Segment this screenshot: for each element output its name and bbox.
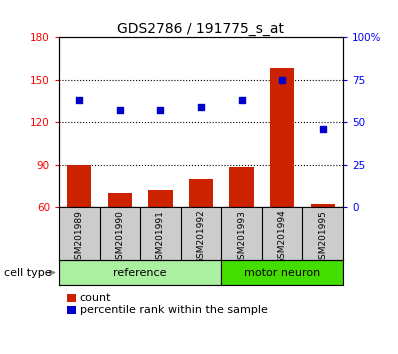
Text: GSM201990: GSM201990 xyxy=(115,210,124,265)
Text: GSM201992: GSM201992 xyxy=(197,210,205,264)
Point xyxy=(76,97,82,103)
Point xyxy=(117,107,123,113)
Bar xyxy=(310,204,335,207)
Point xyxy=(238,97,245,103)
Bar xyxy=(59,260,221,285)
Bar xyxy=(148,190,173,207)
Text: percentile rank within the sample: percentile rank within the sample xyxy=(80,305,267,315)
Bar xyxy=(270,68,295,207)
Text: GSM201993: GSM201993 xyxy=(237,210,246,265)
Point xyxy=(198,104,204,110)
Text: reference: reference xyxy=(113,268,167,278)
Point xyxy=(320,126,326,132)
Text: count: count xyxy=(80,293,111,303)
Text: GSM201994: GSM201994 xyxy=(278,210,287,264)
Bar xyxy=(189,179,213,207)
Bar xyxy=(221,260,343,285)
Point xyxy=(157,107,164,113)
Text: motor neuron: motor neuron xyxy=(244,268,320,278)
Bar xyxy=(67,165,92,207)
Point xyxy=(279,77,285,82)
Bar xyxy=(229,167,254,207)
Text: GSM201991: GSM201991 xyxy=(156,210,165,265)
Text: GSM201995: GSM201995 xyxy=(318,210,327,265)
Text: GSM201989: GSM201989 xyxy=(75,210,84,265)
Bar xyxy=(107,193,132,207)
Title: GDS2786 / 191775_s_at: GDS2786 / 191775_s_at xyxy=(117,22,285,36)
Text: cell type: cell type xyxy=(4,268,52,278)
